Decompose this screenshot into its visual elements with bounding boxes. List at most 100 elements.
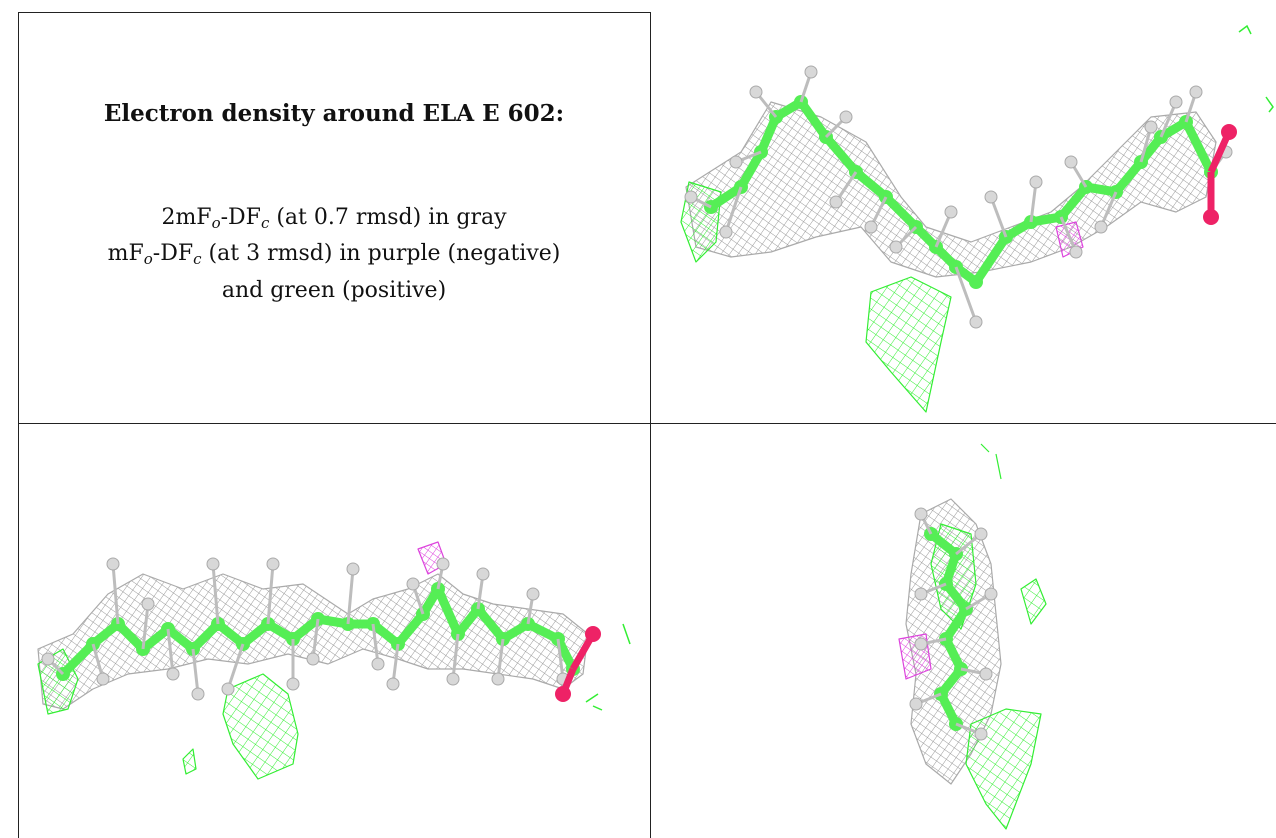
density-panel-bottom-left: [18, 424, 650, 838]
fatty-acid-chain-bond: [821, 132, 861, 177]
hydrogen-atom: [526, 587, 540, 601]
hydrogen-atom: [1094, 220, 1108, 234]
hydrogen-atom: [1064, 155, 1078, 169]
hydrogen-bond: [111, 563, 120, 625]
hydrogen-atom: [984, 587, 998, 601]
hydrogen-atom: [829, 195, 843, 209]
fatty-acid-chain-carbon-atom: [969, 275, 983, 289]
hydrogen-atom: [909, 697, 923, 711]
hydrogen-atom: [914, 587, 928, 601]
hydrogen-bond: [391, 643, 400, 685]
density-view-2: [37, 541, 631, 780]
hydrogen-atom: [446, 672, 460, 686]
fatty-acid-chain-bond: [971, 232, 1011, 287]
hydrogen-bond: [371, 623, 380, 665]
density-view-1: [680, 24, 1274, 413]
hydrogen-atom: [141, 597, 155, 611]
hydrogen-atom: [1069, 245, 1083, 259]
hydrogen-atom: [1189, 85, 1203, 99]
hydrogen-bond: [724, 186, 743, 233]
hydrogen-atom: [719, 225, 733, 239]
hydrogen-bond: [1029, 181, 1038, 223]
hydrogen-atom: [984, 190, 998, 204]
hydrogen-atom: [839, 110, 853, 124]
hydrogen-bond: [346, 568, 355, 625]
hydrogen-atom: [1029, 175, 1043, 189]
hydrogen-bond: [141, 603, 150, 650]
legend-line-difference: mFo-DFc (at 3 rmsd) in purple (negative): [107, 241, 561, 268]
hydrogen-atom: [306, 652, 320, 666]
oxygen-atom: [555, 686, 571, 702]
middle-divider: [18, 423, 1276, 424]
positive-density-fragment: [585, 623, 631, 711]
hydrogen-bond: [556, 638, 565, 680]
fatty-acid-chain-bond: [881, 192, 921, 232]
hydrogen-atom: [436, 557, 450, 571]
hydrogen-bond: [311, 618, 320, 660]
density-panel-top-right: [651, 12, 1276, 422]
hydrogen-atom: [166, 667, 180, 681]
hydrogen-atom: [974, 527, 988, 541]
oxygen-atom: [1221, 124, 1237, 140]
hydrogen-bond: [211, 563, 220, 625]
hydrogen-atom: [914, 507, 928, 521]
hydrogen-atom: [221, 682, 235, 696]
legend-line-gray: 2mFo-DFc (at 0.7 rmsd) in gray: [161, 205, 507, 232]
density-view-3: [898, 443, 1047, 830]
hydrogen-atom: [979, 667, 993, 681]
hydrogen-atom: [96, 672, 110, 686]
gray-density-mesh: [685, 101, 1217, 278]
hydrogen-bond: [496, 638, 505, 680]
fatty-acid-chain-bond: [433, 584, 463, 639]
fatty-acid-chain-bond: [58, 639, 98, 679]
hydrogen-bond: [226, 643, 245, 690]
hydrogen-atom: [106, 557, 120, 571]
hydrogen-atom: [191, 687, 205, 701]
hydrogen-atom: [889, 240, 903, 254]
hydrogen-atom: [206, 557, 220, 571]
hydrogen-atom: [346, 562, 360, 576]
hydrogen-atom: [864, 220, 878, 234]
hydrogen-atom: [41, 652, 55, 666]
hydrogen-atom: [969, 315, 983, 329]
oxygen-atom: [1203, 209, 1219, 225]
hydrogen-atom: [1144, 120, 1158, 134]
positive-density-mesh: [222, 673, 299, 780]
hydrogen-bond: [989, 196, 1008, 238]
figure-title: Electron density around ELA E 602:: [103, 100, 565, 127]
hydrogen-atom: [974, 727, 988, 741]
hydrogen-atom: [1169, 95, 1183, 109]
hydrogen-bond: [266, 563, 275, 625]
hydrogen-atom: [914, 637, 928, 651]
hydrogen-atom: [476, 567, 490, 581]
hydrogen-atom: [944, 205, 958, 219]
positive-density-mesh: [182, 748, 197, 775]
positive-density-fragment: [1238, 24, 1274, 113]
hydrogen-atom: [684, 190, 698, 204]
hydrogen-bond: [191, 648, 200, 695]
hydrogen-atom: [371, 657, 385, 671]
hydrogen-bond: [451, 633, 460, 680]
legend-line-positive: and green (positive): [221, 278, 447, 303]
hydrogen-atom: [406, 577, 420, 591]
fatty-acid-chain-bond: [1181, 117, 1216, 177]
figure-grid: Electron density around ELA E 602: 2mFo-…: [18, 12, 1276, 838]
hydrogen-atom: [386, 677, 400, 691]
positive-density-mesh: [965, 708, 1042, 830]
center-divider: [650, 12, 651, 838]
hydrogen-atom: [804, 65, 818, 79]
hydrogen-bond: [166, 628, 175, 675]
hydrogen-bond: [954, 266, 978, 323]
oxygen-atom: [585, 626, 601, 642]
hydrogen-atom: [749, 85, 763, 99]
positive-density-fragment: [980, 443, 1002, 480]
legend-cell: Electron density around ELA E 602: 2mFo-…: [18, 12, 650, 422]
hydrogen-atom: [729, 155, 743, 169]
hydrogen-atom: [491, 672, 505, 686]
hydrogen-atom: [266, 557, 280, 571]
hydrogen-atom: [286, 677, 300, 691]
top-border: [18, 12, 650, 13]
fatty-acid-chain-bond: [796, 97, 831, 142]
left-border: [18, 12, 19, 838]
positive-density-mesh: [1020, 578, 1047, 625]
